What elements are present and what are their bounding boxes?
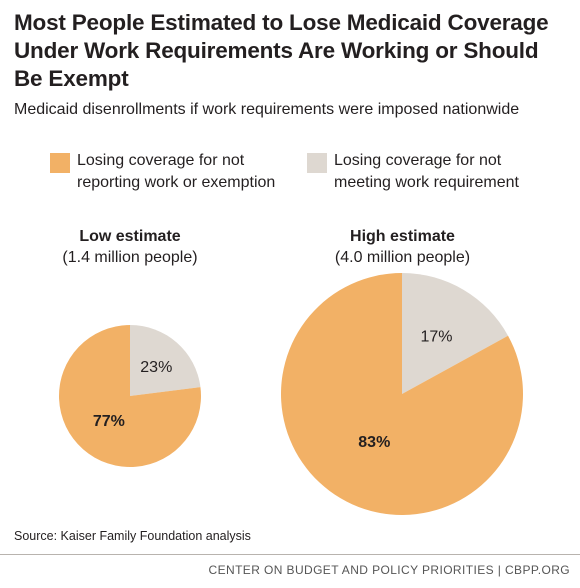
pie-title-low: Low estimate <box>79 228 181 245</box>
pie-high-slice-not-reporting <box>281 273 523 515</box>
source-note: Source: Kaiser Family Foundation analysi… <box>14 529 251 543</box>
pie-low-label-not-reporting: 77% <box>93 413 125 430</box>
pie-subtitle-high: (4.0 million people) <box>334 249 471 266</box>
chart-subtitle: Medicaid disenrollments if work requirem… <box>14 101 520 118</box>
legend-label: Losing coverage for not meeting work req… <box>334 152 519 191</box>
legend-swatch-orange <box>50 153 70 173</box>
legend: Losing coverage for not reporting work o… <box>0 150 580 200</box>
footer-credit: CENTER ON BUDGET AND POLICY PRIORITIES |… <box>208 563 570 577</box>
legend-swatch-gray <box>307 153 327 173</box>
footer-divider <box>0 554 580 555</box>
pie-low-label-not-meeting: 23% <box>140 359 172 376</box>
pie-header-low: Low estimate (1.4 million people) <box>40 226 220 268</box>
pie-low-slice-not-reporting <box>59 325 201 467</box>
pie-high-label-not-reporting: 83% <box>358 434 390 451</box>
pie-high-slice-not-meeting <box>402 273 509 394</box>
pie-low-slice-not-meeting <box>130 325 201 396</box>
legend-item-not-reporting: Losing coverage for not reporting work o… <box>50 150 302 194</box>
pie-high-label-not-meeting: 17% <box>420 329 452 346</box>
pie-subtitle-low: (1.4 million people) <box>62 249 198 266</box>
pie-title-high: High estimate <box>350 228 455 245</box>
chart-title: Most People Estimated to Lose Medicaid C… <box>14 10 549 91</box>
pie-header-high: High estimate (4.0 million people) <box>300 226 505 268</box>
legend-item-not-meeting: Losing coverage for not meeting work req… <box>307 150 559 194</box>
legend-label: Losing coverage for not reporting work o… <box>77 152 276 191</box>
